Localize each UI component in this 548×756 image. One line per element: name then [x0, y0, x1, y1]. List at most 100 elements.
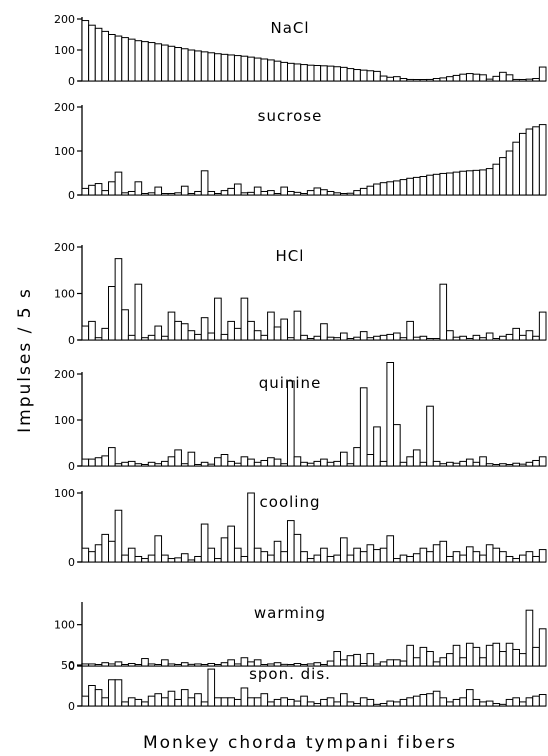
- bar: [359, 331, 368, 341]
- bar: [393, 701, 401, 707]
- bar: [174, 320, 182, 341]
- bar: [101, 533, 110, 563]
- bar: [101, 327, 110, 341]
- bar: [333, 554, 342, 563]
- bar: [525, 609, 534, 667]
- bar: [452, 336, 461, 341]
- y-tick-label: 100: [54, 145, 75, 158]
- bar: [154, 43, 163, 82]
- bar: [452, 698, 461, 707]
- bar: [386, 700, 395, 707]
- bar: [253, 697, 262, 707]
- bar: [346, 655, 355, 667]
- bar: [465, 458, 474, 467]
- bar: [399, 461, 408, 467]
- bar: [101, 30, 110, 82]
- bar: [108, 286, 116, 341]
- bar: [141, 701, 149, 707]
- bar: [134, 283, 143, 341]
- bar: [180, 463, 189, 467]
- bar: [267, 190, 275, 196]
- bar: [485, 332, 494, 341]
- bar: [286, 62, 295, 82]
- bar: [300, 193, 308, 196]
- bar: [101, 190, 110, 196]
- bar: [452, 462, 461, 467]
- bar: [273, 193, 282, 196]
- bar: [114, 463, 123, 467]
- bar: [532, 78, 540, 82]
- bar: [499, 651, 507, 667]
- bar: [94, 457, 103, 467]
- bar: [293, 310, 302, 341]
- bar: [240, 297, 249, 341]
- bar: [538, 456, 547, 467]
- bar: [220, 53, 229, 82]
- bar: [532, 126, 540, 196]
- bar: [147, 192, 156, 196]
- bar: [227, 697, 235, 707]
- bar: [439, 657, 448, 667]
- bar: [472, 698, 481, 707]
- y-tick-label: 0: [68, 334, 75, 347]
- bar: [180, 48, 189, 82]
- bar: [88, 458, 96, 467]
- y-tick-label: 0: [68, 189, 75, 202]
- bar: [121, 554, 129, 563]
- bar: [399, 179, 408, 196]
- bar: [240, 55, 249, 82]
- bar: [200, 523, 209, 563]
- bar: [174, 192, 182, 196]
- bar: [273, 540, 282, 563]
- bar: [260, 693, 269, 707]
- bar: [412, 695, 421, 707]
- bar: [161, 44, 169, 82]
- bar: [127, 663, 136, 667]
- bar: [121, 192, 129, 196]
- bar: [439, 540, 448, 563]
- bar: [532, 646, 540, 667]
- bar: [419, 461, 428, 467]
- bar: [240, 456, 249, 467]
- bar: [207, 52, 216, 82]
- bar: [472, 646, 481, 667]
- bar: [518, 334, 527, 341]
- bar: [386, 181, 395, 196]
- bar: [260, 334, 269, 341]
- bar: [286, 520, 295, 563]
- bar: [94, 544, 103, 563]
- panel-4: 0 100 cooling: [54, 487, 547, 569]
- bar: [293, 533, 302, 563]
- bar: [446, 555, 454, 563]
- bar: [300, 334, 308, 341]
- bar: [286, 698, 295, 707]
- bar: [167, 690, 176, 707]
- bar: [432, 690, 441, 707]
- bar: [253, 186, 262, 196]
- bar: [518, 701, 527, 707]
- bar: [260, 190, 269, 196]
- bar: [127, 547, 136, 563]
- bar: [485, 644, 494, 667]
- bar: [88, 184, 96, 196]
- bar: [141, 558, 149, 563]
- bar: [108, 663, 116, 667]
- bar: [412, 176, 421, 196]
- bar: [313, 335, 322, 341]
- bar: [154, 186, 163, 196]
- bar: [194, 50, 202, 82]
- bar: [227, 460, 235, 467]
- bar: [459, 697, 467, 707]
- bar: [393, 659, 401, 667]
- bar: [340, 693, 348, 707]
- bar: [207, 463, 216, 467]
- bar: [187, 451, 196, 467]
- bar: [346, 192, 355, 196]
- bar: [180, 689, 189, 707]
- bar: [214, 697, 222, 707]
- bar: [240, 687, 249, 707]
- bar: [432, 661, 441, 667]
- bar: [439, 172, 448, 196]
- bar: [313, 703, 322, 707]
